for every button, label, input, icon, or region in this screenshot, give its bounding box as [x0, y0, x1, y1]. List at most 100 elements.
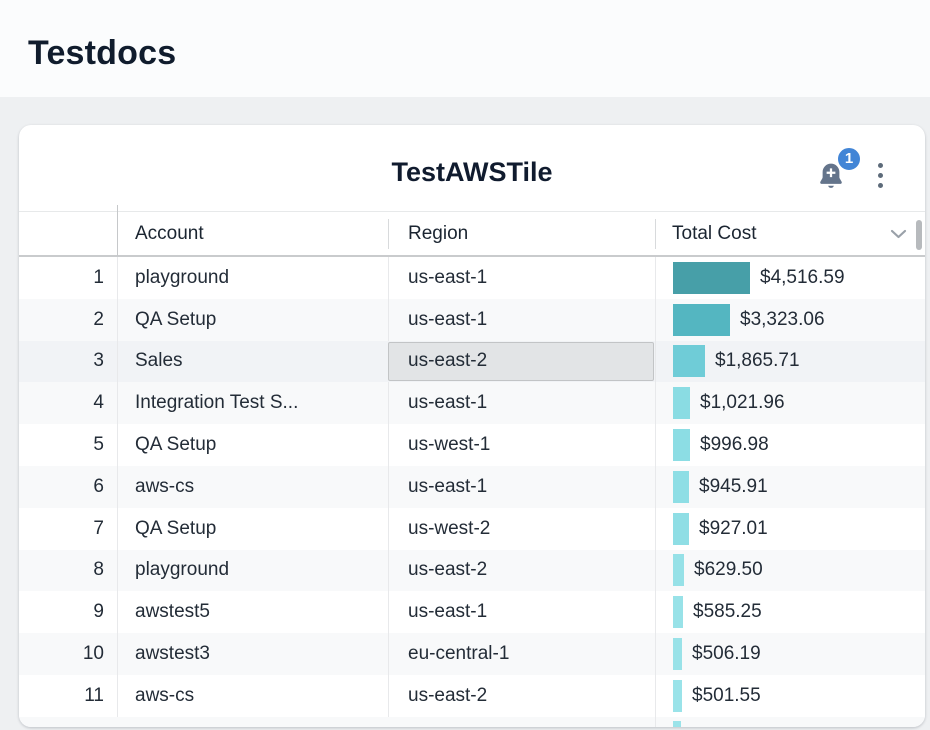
- tile-actions: 1: [816, 145, 889, 192]
- row-number: 1: [93, 266, 104, 288]
- kebab-dot-icon: [878, 183, 883, 188]
- total-cost-cell[interactable]: $1,865.71: [655, 340, 925, 383]
- tile-header: TestAWSTile 1: [19, 125, 925, 211]
- region-cell[interactable]: us-west-2: [388, 507, 655, 550]
- region-cell[interactable]: us-east-1: [388, 257, 655, 299]
- region-cell[interactable]: us-east-1: [388, 382, 655, 425]
- region-value: us-east-2: [408, 684, 488, 706]
- cost-bar: [673, 429, 690, 462]
- table-row[interactable]: 4 Integration Test S... us-east-1 $1,021…: [19, 382, 925, 425]
- region-cell[interactable]: us-east-2: [388, 549, 655, 592]
- region-cell[interactable]: us-west-1: [388, 424, 655, 466]
- total-cost-cell[interactable]: $629.50: [655, 549, 925, 592]
- cost-value: $585.25: [693, 601, 762, 623]
- table-row[interactable]: 9 awstest5 us-east-1 $585.25: [19, 591, 925, 634]
- chevron-down-icon[interactable]: [890, 228, 907, 239]
- vertical-scrollbar-thumb[interactable]: [916, 220, 922, 250]
- cost-value: $996.98: [700, 434, 769, 456]
- cost-bar: [673, 345, 705, 378]
- total-cost-cell[interactable]: $996.98: [655, 424, 925, 466]
- total-cost-cell[interactable]: [655, 716, 925, 727]
- column-header-account[interactable]: Account: [117, 205, 388, 256]
- total-cost-cell[interactable]: $945.91: [655, 465, 925, 508]
- row-number: 7: [93, 517, 104, 539]
- region-cell[interactable]: eu-central-1: [388, 633, 655, 675]
- page-header-band: [0, 0, 930, 97]
- account-cell[interactable]: Integration Test S...: [117, 382, 388, 425]
- total-cost-cell[interactable]: $927.01: [655, 507, 925, 550]
- notification-badge: 1: [836, 145, 862, 172]
- account-cell[interactable]: aws-cs: [117, 674, 388, 717]
- account-value: aws-cs: [135, 475, 195, 497]
- total-cost-cell[interactable]: $4,516.59: [655, 257, 925, 299]
- region-cell[interactable]: us-east-2: [388, 674, 655, 717]
- region-value: us-east-1: [408, 601, 488, 623]
- kebab-menu-button[interactable]: [872, 159, 889, 192]
- region-value: us-east-1: [408, 308, 488, 330]
- total-cost-cell[interactable]: $506.19: [655, 633, 925, 675]
- region-cell[interactable]: us-east-1: [388, 591, 655, 634]
- table-row[interactable]: 11 aws-cs us-east-2 $501.55: [19, 674, 925, 717]
- account-value: QA Setup: [135, 308, 217, 330]
- aws-tile-card: TestAWSTile 1 Account Region: [19, 125, 925, 727]
- account-value: awstest3: [135, 643, 210, 665]
- cost-value: $1,865.71: [715, 350, 800, 372]
- cost-value: $501.55: [692, 684, 761, 706]
- table-row[interactable]: [19, 716, 925, 727]
- column-header-total-cost[interactable]: Total Cost: [655, 212, 925, 255]
- region-value: us-west-2: [408, 517, 491, 539]
- cost-value: $945.91: [699, 475, 768, 497]
- table-row[interactable]: 5 QA Setup us-west-1 $996.98: [19, 424, 925, 466]
- table-row[interactable]: 3 Sales us-east-2 $1,865.71: [19, 340, 925, 383]
- cost-bar: [673, 638, 682, 671]
- bell-plus-icon: [816, 163, 846, 196]
- region-value: us-east-2: [408, 350, 488, 372]
- table-row[interactable]: 10 awstest3 eu-central-1 $506.19: [19, 633, 925, 675]
- cost-value: $629.50: [694, 559, 763, 581]
- account-cell[interactable]: QA Setup: [117, 298, 388, 341]
- region-value: us-east-1: [408, 392, 488, 414]
- account-value: QA Setup: [135, 434, 217, 456]
- account-cell[interactable]: playground: [117, 549, 388, 592]
- column-header-region[interactable]: Region: [388, 212, 655, 255]
- region-cell[interactable]: us-east-1: [388, 298, 655, 341]
- table-row[interactable]: 2 QA Setup us-east-1 $3,323.06: [19, 298, 925, 341]
- table-row[interactable]: 1 playground us-east-1 $4,516.59: [19, 257, 925, 299]
- account-cell[interactable]: playground: [117, 257, 388, 299]
- region-value: us-east-1: [408, 266, 488, 288]
- account-value: Integration Test S...: [135, 392, 299, 414]
- account-value: QA Setup: [135, 517, 217, 539]
- account-value: playground: [135, 266, 230, 288]
- cost-value: $4,516.59: [760, 266, 845, 288]
- row-number: 3: [93, 350, 104, 372]
- table-row[interactable]: 6 aws-cs us-east-1 $945.91: [19, 465, 925, 508]
- cost-bar: [673, 387, 690, 420]
- cost-bar: [673, 470, 689, 503]
- account-cell[interactable]: QA Setup: [117, 507, 388, 550]
- total-cost-cell[interactable]: $1,021.96: [655, 382, 925, 425]
- account-cell[interactable]: QA Setup: [117, 424, 388, 466]
- account-cell[interactable]: awstest3: [117, 633, 388, 675]
- account-value: awstest5: [135, 601, 210, 623]
- table-header-row: Account Region Total Cost: [19, 205, 925, 257]
- account-value: Sales: [135, 350, 183, 372]
- notification-bell-button[interactable]: 1: [816, 145, 862, 192]
- row-number-header: [19, 212, 117, 255]
- cost-bar: [673, 261, 750, 294]
- cost-bar: [673, 596, 683, 629]
- account-cell[interactable]: aws-cs: [117, 465, 388, 508]
- region-value: us-east-2: [408, 559, 488, 581]
- account-cell[interactable]: awstest5: [117, 591, 388, 634]
- table-row[interactable]: 7 QA Setup us-west-2 $927.01: [19, 507, 925, 550]
- account-cell[interactable]: Sales: [117, 340, 388, 383]
- total-cost-cell[interactable]: $501.55: [655, 674, 925, 717]
- total-cost-cell[interactable]: $585.25: [655, 591, 925, 634]
- account-value: aws-cs: [135, 684, 195, 706]
- total-cost-cell[interactable]: $3,323.06: [655, 298, 925, 341]
- table-row[interactable]: 8 playground us-east-2 $629.50: [19, 549, 925, 592]
- cost-bar: [673, 512, 689, 545]
- row-number: 4: [93, 392, 104, 414]
- region-cell[interactable]: us-east-1: [388, 465, 655, 508]
- region-cell[interactable]: us-east-2: [388, 341, 654, 382]
- page-title: Testdocs: [28, 34, 177, 72]
